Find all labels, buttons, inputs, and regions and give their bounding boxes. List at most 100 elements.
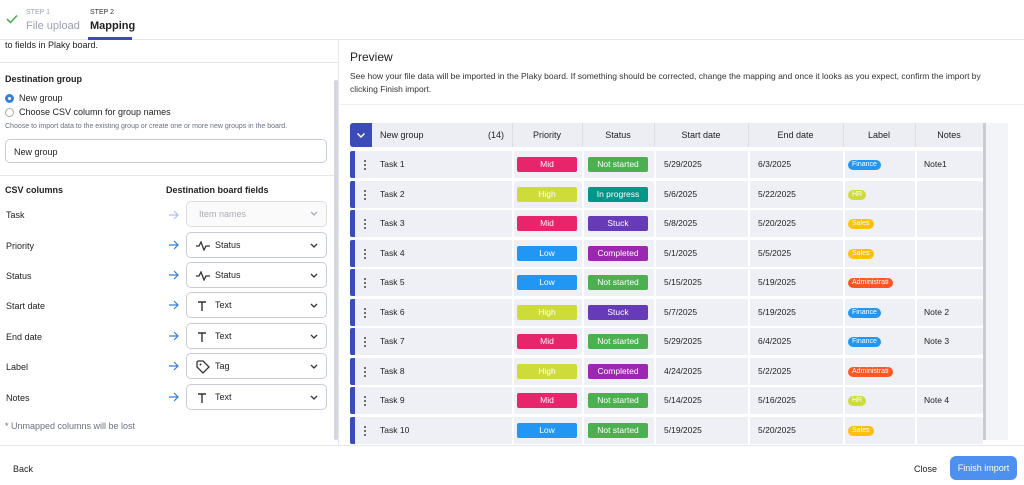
collapse-button[interactable] [350, 123, 372, 147]
table-row: Task 1 Mid Not started 5/29/2025 6/3/2025 Fin… [350, 151, 983, 178]
status-pill: Stuck [588, 216, 648, 231]
priority-pill: Mid [517, 157, 577, 172]
radio-label[interactable]: Choose CSV column for group names [19, 107, 171, 117]
row-color-bar [350, 328, 355, 355]
field-select[interactable]: Status [186, 232, 327, 258]
scrollbar[interactable] [334, 80, 338, 440]
field-select[interactable]: Tag [186, 353, 327, 379]
radio-label[interactable]: New group [19, 93, 63, 103]
row-menu[interactable] [364, 188, 366, 200]
radio[interactable] [5, 94, 14, 103]
cell-divider [512, 298, 514, 326]
field-select[interactable]: Item names [186, 201, 327, 227]
field-select[interactable]: Status [186, 262, 327, 288]
intro: to fields in Plaky board. [5, 40, 99, 50]
end-date: 5/22/2025 [758, 188, 796, 199]
row-menu[interactable] [364, 218, 366, 229]
step-name[interactable]: File upload [26, 20, 80, 32]
radio[interactable] [5, 108, 14, 117]
priority-pill: Mid [517, 334, 577, 349]
status-pill: Not started [588, 422, 648, 438]
cell-divider [915, 298, 917, 326]
start-date: 5/1/2025 [664, 247, 698, 258]
scroll-thumb[interactable] [983, 123, 986, 440]
arrow-icon [169, 331, 179, 341]
field: Status [215, 240, 241, 250]
column-header: Notes [937, 130, 961, 140]
start-date: 5/7/2025 [664, 306, 698, 317]
field-select[interactable]: Text [186, 384, 327, 410]
cell-divider [654, 269, 656, 296]
row-menu[interactable] [364, 277, 366, 288]
divider [0, 62, 338, 63]
row-menu[interactable] [364, 365, 366, 377]
start-date: 5/19/2025 [664, 424, 702, 435]
cell-divider [915, 151, 917, 178]
preview-table: New group (14) Priority Status Start date End… [350, 123, 983, 444]
section-title: Destination group [5, 74, 82, 84]
task-name: Task 2 [380, 188, 405, 199]
cell-divider [915, 180, 917, 208]
cell-divider [748, 387, 750, 414]
csv-column: Status [6, 271, 32, 281]
table-row: Task 4 Low Completed 5/1/2025 5/5/2025 Sales [350, 239, 983, 267]
row-menu[interactable] [364, 247, 366, 259]
end-date: 5/20/2025 [758, 424, 796, 435]
column-header: Destination board fields [166, 185, 269, 195]
label-tag: HR [848, 189, 867, 200]
note: Note1 [924, 159, 947, 169]
row-menu[interactable] [364, 306, 366, 318]
task-name: Task 6 [380, 306, 405, 317]
cell-divider [582, 180, 584, 208]
column-divider [582, 123, 583, 147]
task-name: Task 8 [380, 365, 405, 376]
cell-divider [748, 269, 750, 296]
cell-divider [654, 357, 656, 385]
cell-divider [843, 210, 845, 237]
cell-divider [512, 151, 514, 178]
finish-button[interactable]: Finish import [950, 456, 1017, 480]
end-date: 6/4/2025 [758, 336, 792, 346]
table-scrollbar[interactable] [983, 123, 1008, 440]
row-menu[interactable] [364, 336, 366, 347]
arrow-icon [169, 210, 179, 220]
row-menu[interactable] [364, 395, 366, 406]
table-row: Task 5 Low Not started 5/15/2025 5/19/2025 Ad… [350, 269, 983, 296]
step-name[interactable]: Mapping [90, 20, 136, 32]
task-name: Task 4 [380, 247, 405, 258]
status-pill: Not started [588, 275, 648, 290]
csv-column: Start date [6, 301, 46, 311]
row-menu[interactable] [364, 424, 366, 436]
label-tag: Finance [848, 160, 881, 170]
cell-divider [512, 328, 514, 355]
csv-column: Task [6, 210, 25, 220]
end-date: 6/3/2025 [758, 159, 792, 169]
close-button[interactable]: Close [914, 464, 938, 474]
field-select[interactable]: Text [186, 292, 327, 318]
cell-divider [748, 151, 750, 178]
back-button[interactable]: Back [13, 464, 34, 474]
hint: Choose to import data to the existing gr… [5, 123, 288, 130]
row-color-bar [350, 210, 355, 237]
group-input[interactable]: New group [5, 139, 327, 163]
task-name: Task 10 [380, 424, 410, 435]
cell-divider [748, 328, 750, 355]
start-date: 4/24/2025 [664, 365, 702, 376]
row-menu[interactable] [364, 159, 366, 170]
start-date: 5/15/2025 [664, 277, 702, 287]
start-date: 5/29/2025 [664, 336, 702, 346]
row-color-bar [350, 151, 355, 178]
table-row: Task 8 High Completed 4/24/2025 5/2/2025 Admi… [350, 357, 983, 385]
cell-divider [843, 298, 845, 326]
field: Text [215, 331, 232, 341]
row-color-bar [350, 416, 355, 444]
cell-divider [915, 328, 917, 355]
field-select[interactable]: Text [186, 323, 327, 349]
row-color-bar [350, 298, 355, 326]
csv-column: Notes [6, 393, 30, 403]
cell-divider [512, 180, 514, 208]
table-row: Task 10 Low Not started 5/19/2025 5/20/2025 S… [350, 416, 983, 444]
cell-divider [654, 387, 656, 414]
priority-pill: Low [517, 422, 577, 438]
status-pill: Not started [588, 334, 648, 349]
